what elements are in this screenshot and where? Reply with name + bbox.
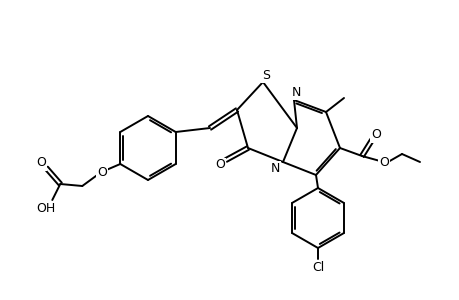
Text: O: O [370,128,380,142]
Text: O: O [36,157,46,169]
Text: Cl: Cl [311,262,324,275]
Text: OH: OH [37,202,56,214]
Text: N: N [291,85,300,98]
Text: O: O [215,158,224,172]
Text: S: S [262,68,269,82]
Text: O: O [378,157,388,169]
Text: N: N [270,161,279,175]
Text: O: O [97,167,107,179]
